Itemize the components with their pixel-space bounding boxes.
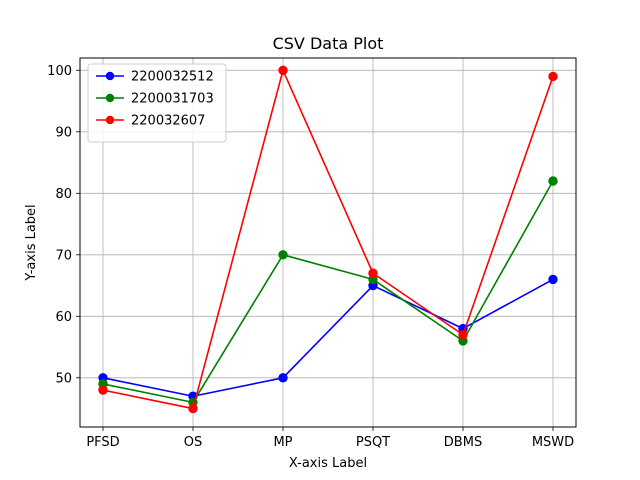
legend-label: 2200031703 xyxy=(131,92,214,107)
legend-box xyxy=(87,63,227,143)
data-point xyxy=(548,71,558,82)
data-point xyxy=(98,385,108,395)
y-tick-label: 50 xyxy=(55,371,72,386)
x-tick-label: PSQT xyxy=(356,435,390,450)
x-tick-label: MSWD xyxy=(532,435,574,450)
y-tick-label: 80 xyxy=(55,187,72,202)
legend-marker xyxy=(105,93,115,103)
x-tick-label: DBMS xyxy=(444,435,482,450)
y-tick-label: 60 xyxy=(55,310,72,325)
data-point xyxy=(278,250,288,260)
series-line xyxy=(102,278,554,398)
x-tick-label: OS xyxy=(184,435,202,450)
series-line xyxy=(102,69,554,410)
x-axis-label: X-axis Label xyxy=(289,456,367,471)
chart-title: CSV Data Plot xyxy=(273,34,384,53)
x-tick-label: PFSD xyxy=(86,435,119,450)
y-tick-label: 70 xyxy=(55,248,72,263)
legend-label: 2200032512 xyxy=(131,70,214,85)
y-axis-label: Y-axis Label xyxy=(24,204,39,281)
legend-marker xyxy=(105,115,115,125)
plot-frame xyxy=(79,57,577,428)
series-line xyxy=(102,180,554,404)
data-point xyxy=(278,373,288,383)
data-point xyxy=(368,268,378,278)
legend-label: 220032607 xyxy=(131,114,205,129)
series-2 xyxy=(98,65,558,414)
data-point xyxy=(548,274,558,285)
data-point xyxy=(188,403,198,414)
data-point xyxy=(458,330,468,340)
y-tick-label: 90 xyxy=(55,125,72,140)
x-axis-ticks: PFSD OS MP PSQT DBMS MSWD xyxy=(86,427,574,450)
y-tick-label: 100 xyxy=(47,64,72,79)
series-layer xyxy=(98,65,558,414)
data-point xyxy=(278,65,288,76)
y-axis-ticks: 50 60 70 80 90 100 xyxy=(47,64,80,386)
series-1 xyxy=(98,176,558,408)
legend: 2200032512 2200031703 220032607 xyxy=(87,63,227,143)
series-0 xyxy=(98,274,558,401)
data-point xyxy=(548,176,558,186)
x-tick-label: MP xyxy=(273,435,292,450)
legend-marker xyxy=(105,71,115,81)
